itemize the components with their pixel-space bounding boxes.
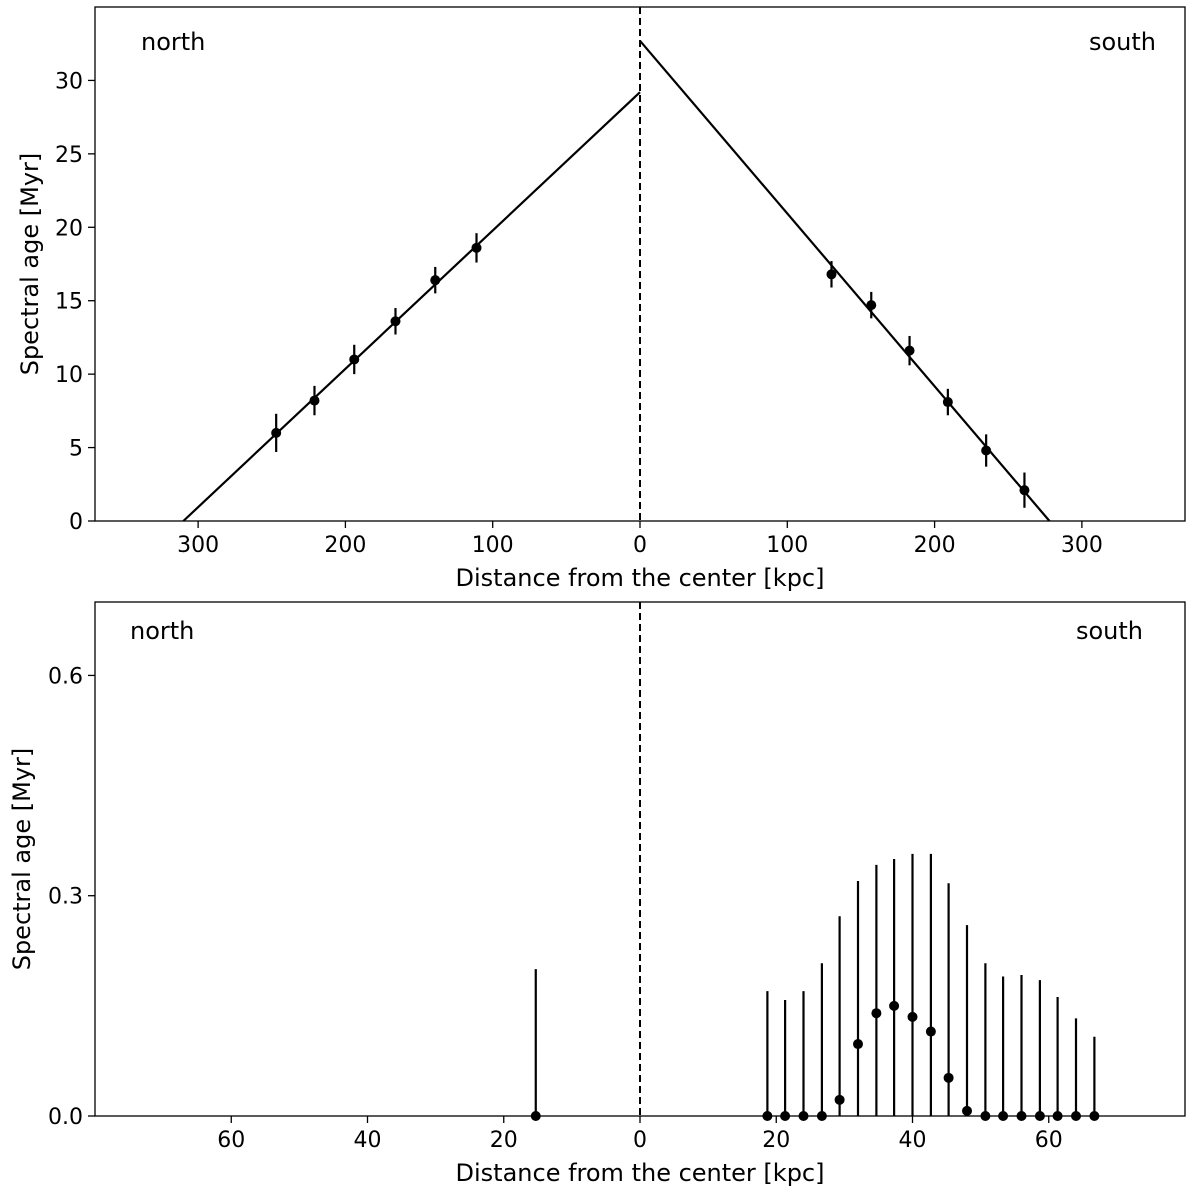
y-tick-label: 0.3 — [48, 885, 83, 910]
x-tick-label: 20 — [762, 1128, 790, 1153]
x-tick-label: 300 — [177, 533, 219, 558]
panel-bottom: 60 40 20 0 20 40 60 0.0 0.3 0.6 north south Dist… — [8, 601, 1186, 1187]
data-point — [762, 1111, 773, 1121]
x-tick-label: 100 — [766, 533, 808, 558]
data-point — [471, 242, 482, 253]
data-point — [798, 1111, 809, 1121]
y-tick-label: 5 — [69, 437, 83, 462]
x-tick-label: 0 — [633, 1128, 647, 1153]
x-tick-label: 200 — [914, 533, 956, 558]
x-tick-label: 300 — [1061, 533, 1103, 558]
data-point — [1034, 1111, 1045, 1121]
y-axis-label: Spectral age [Myr] — [16, 153, 44, 376]
y-tick-label: 20 — [55, 216, 83, 241]
data-point — [871, 1008, 882, 1019]
data-point — [271, 427, 282, 438]
x-axis-ticks: 60 40 20 0 20 40 60 — [217, 1116, 1063, 1153]
data-point — [309, 395, 320, 406]
panel-top: 300 200 100 0 100 200 300 0 5 10 15 20 25 30 north s… — [16, 6, 1186, 592]
data-point — [889, 1000, 900, 1011]
y-axis-ticks: 0 5 10 15 20 25 30 — [55, 69, 95, 535]
data-point — [853, 1039, 863, 1050]
data-point — [349, 354, 360, 365]
y-tick-label: 15 — [55, 290, 83, 315]
y-tick-label: 0.0 — [48, 1105, 83, 1130]
data-point — [1016, 1111, 1027, 1121]
y-tick-label: 30 — [55, 69, 83, 94]
x-tick-label: 40 — [899, 1128, 927, 1153]
north-label: north — [130, 617, 194, 645]
x-tick-label: 100 — [472, 533, 514, 558]
x-axis-label: Distance from the center [kpc] — [456, 564, 825, 592]
south-label: south — [1076, 617, 1143, 645]
data-point — [780, 1111, 791, 1121]
data-point — [981, 445, 992, 456]
data-point — [1071, 1111, 1081, 1121]
fit-line — [639, 40, 1051, 522]
data-point — [834, 1094, 845, 1105]
plot-marks — [182, 7, 1051, 522]
plot-marks — [530, 602, 1100, 1121]
x-tick-label: 40 — [354, 1128, 382, 1153]
y-tick-label: 0 — [69, 510, 83, 535]
y-axis-ticks: 0.0 0.3 0.6 — [48, 664, 95, 1130]
y-tick-label: 25 — [55, 143, 83, 168]
x-axis-label: Distance from the center [kpc] — [456, 1159, 825, 1187]
data-point — [866, 300, 877, 311]
data-point — [816, 1111, 827, 1121]
x-tick-label: 60 — [217, 1128, 245, 1153]
data-point — [390, 316, 401, 327]
data-point — [1019, 485, 1030, 496]
data-point — [962, 1105, 972, 1116]
x-tick-label: 200 — [324, 533, 366, 558]
data-point — [826, 269, 837, 280]
data-point — [904, 345, 915, 356]
data-point — [942, 397, 953, 408]
data-point — [430, 275, 441, 286]
data-point — [1089, 1111, 1100, 1121]
data-point — [907, 1011, 918, 1022]
x-tick-label: 0 — [633, 533, 647, 558]
data-point — [980, 1111, 991, 1121]
data-point — [998, 1111, 1009, 1121]
south-label: south — [1089, 28, 1156, 56]
x-tick-label: 60 — [1035, 1128, 1063, 1153]
y-tick-label: 0.6 — [48, 664, 83, 689]
x-axis-ticks: 300 200 100 0 100 200 300 — [177, 521, 1103, 558]
y-tick-label: 10 — [55, 363, 83, 388]
data-point — [925, 1026, 936, 1037]
data-point — [530, 1111, 541, 1121]
data-point — [943, 1072, 954, 1083]
north-label: north — [141, 28, 205, 56]
x-tick-label: 20 — [490, 1128, 518, 1153]
y-axis-label: Spectral age [Myr] — [8, 748, 36, 971]
fit-line — [182, 91, 641, 522]
data-point — [1052, 1111, 1063, 1121]
